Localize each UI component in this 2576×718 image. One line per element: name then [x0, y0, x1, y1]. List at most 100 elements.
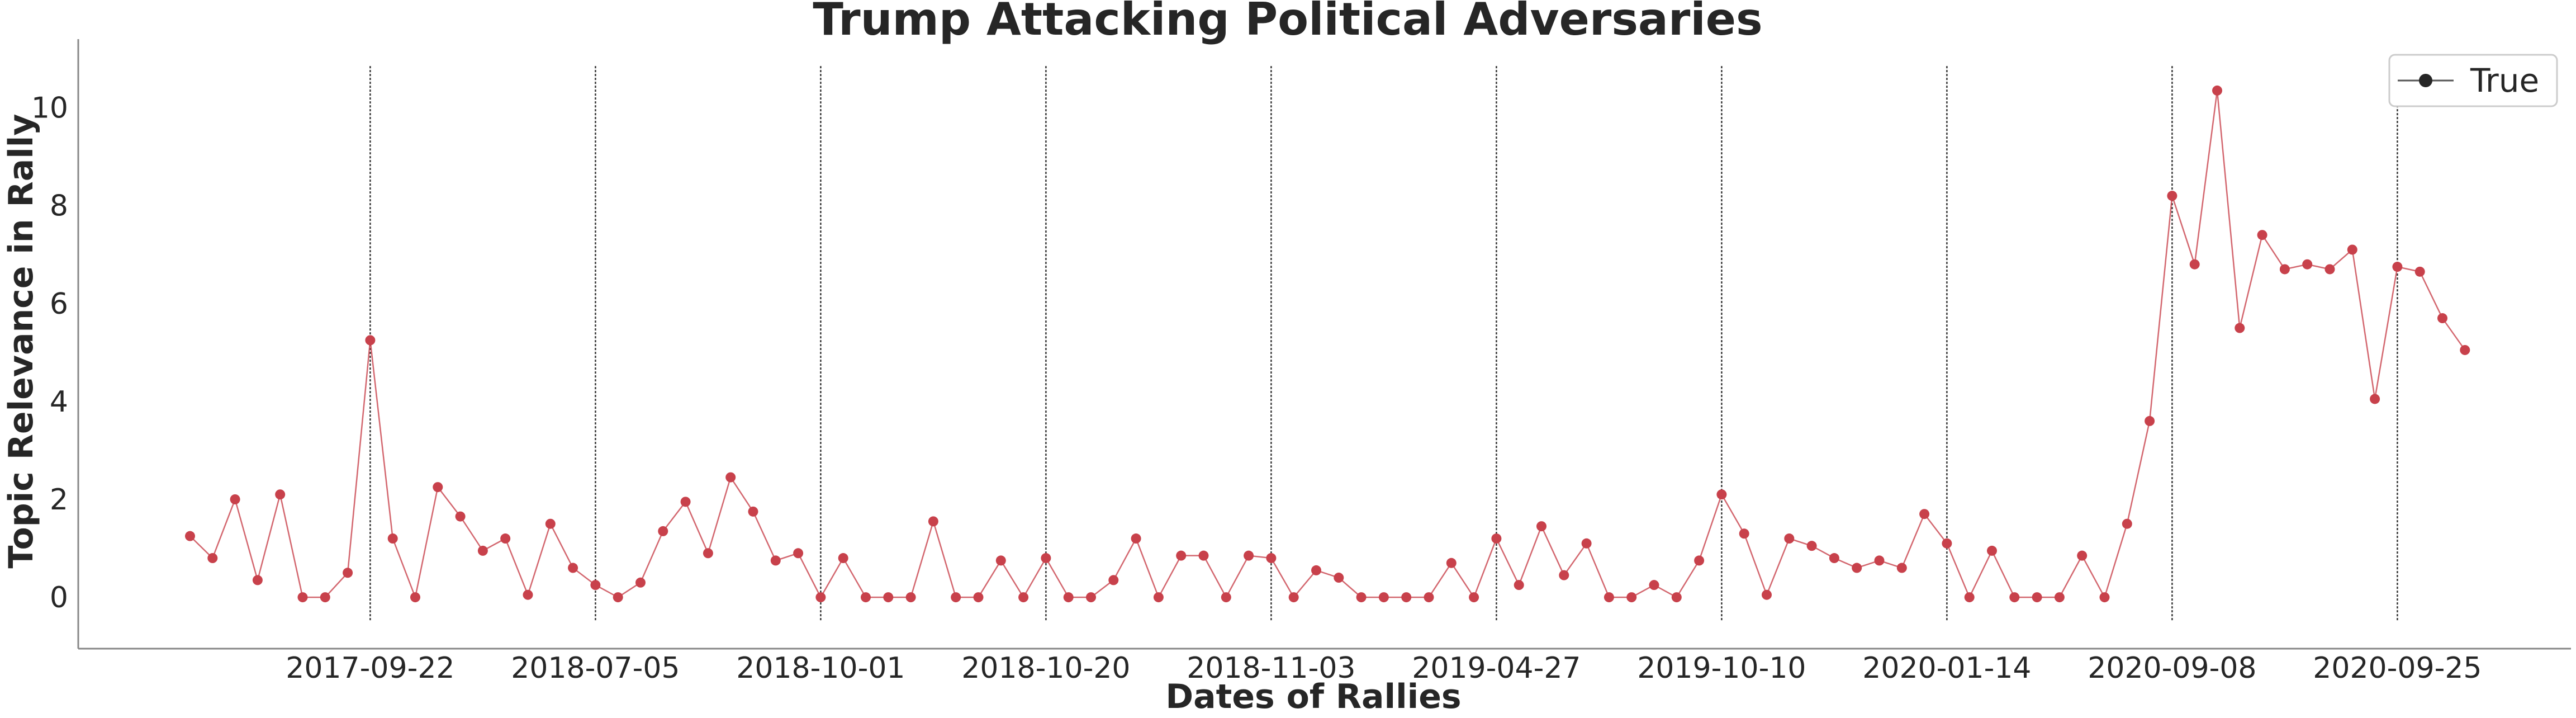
data-point: [748, 506, 758, 517]
data-point: [1018, 592, 1029, 603]
y-tick-label: 6: [50, 287, 68, 321]
data-point: [1401, 592, 1412, 603]
data-point: [455, 511, 466, 522]
data-point: [1852, 563, 1862, 573]
data-point: [1288, 592, 1299, 603]
data-point: [2460, 344, 2470, 355]
data-point: [343, 568, 353, 578]
data-point: [2414, 266, 2425, 277]
data-point: [2437, 313, 2447, 324]
data-point: [1649, 580, 1659, 591]
data-point: [838, 553, 848, 564]
x-tick-label: 2018-11-03: [1187, 651, 1355, 685]
data-point: [793, 548, 804, 559]
x-axis-label: Dates of Rallies: [1165, 677, 1461, 716]
data-point: [725, 472, 736, 483]
data-point: [1762, 589, 1772, 600]
data-point: [2054, 592, 2065, 603]
data-point: [1829, 553, 1839, 564]
data-point: [2370, 394, 2380, 404]
x-tick-label: 2019-10-10: [1637, 651, 1806, 685]
data-point: [275, 489, 286, 500]
data-point: [1626, 592, 1637, 603]
data-point: [1964, 592, 1975, 603]
x-tick-label: 2018-07-05: [511, 651, 680, 685]
x-tick-label: 2020-01-14: [1862, 651, 2031, 685]
chart-title: Trump Attacking Political Adversaries: [813, 0, 1762, 45]
data-point: [410, 592, 420, 603]
data-point: [2347, 244, 2357, 255]
legend-label: True: [2470, 62, 2539, 100]
data-point: [500, 533, 511, 544]
data-point: [2189, 259, 2200, 270]
data-point: [523, 589, 533, 600]
data-point: [973, 592, 984, 603]
data-point: [1806, 541, 1817, 551]
data-point: [1874, 555, 1885, 566]
data-point: [477, 545, 488, 556]
data-point: [995, 555, 1006, 566]
data-point: [951, 592, 961, 603]
data-point: [1536, 521, 1546, 532]
data-point: [185, 531, 195, 541]
data-point: [2392, 262, 2403, 272]
legend-marker: [2419, 74, 2432, 87]
data-point: [1716, 489, 1727, 500]
data-point: [815, 592, 826, 603]
y-tick-label: 2: [50, 483, 68, 517]
data-point: [1581, 538, 1592, 549]
data-point: [2257, 230, 2267, 240]
data-point: [2077, 550, 2088, 561]
data-point: [2324, 264, 2335, 275]
data-point: [1266, 553, 1277, 564]
y-tick-label: 8: [50, 190, 68, 223]
data-point: [1514, 580, 1524, 591]
data-point: [1244, 550, 1254, 561]
data-point: [320, 592, 330, 603]
data-point: [1446, 558, 1457, 568]
data-point: [230, 494, 240, 504]
data-point: [2099, 592, 2110, 603]
data-point: [545, 518, 556, 529]
data-point: [1424, 592, 1434, 603]
data-point: [1221, 592, 1231, 603]
data-point: [1469, 592, 1479, 603]
data-point: [1108, 575, 1119, 585]
data-point: [2212, 85, 2222, 96]
data-point: [1694, 555, 1705, 566]
data-point: [2302, 259, 2313, 270]
data-point: [2167, 191, 2177, 201]
data-point: [252, 575, 263, 585]
data-point: [1131, 533, 1141, 544]
x-tick-label: 2018-10-01: [736, 651, 905, 685]
series-layer: [185, 85, 2470, 603]
data-point: [770, 555, 781, 566]
data-point: [590, 580, 601, 591]
data-point: [1176, 550, 1187, 561]
data-point: [1198, 550, 1209, 561]
data-point: [613, 592, 623, 603]
data-point: [1739, 528, 1749, 539]
data-point: [1671, 592, 1682, 603]
data-point: [2235, 323, 2245, 333]
x-tick-label: 2020-09-25: [2313, 651, 2482, 685]
legend-box: [2388, 54, 2558, 107]
data-point: [703, 548, 713, 559]
data-point: [433, 482, 443, 493]
data-point: [1559, 570, 1569, 580]
data-point: [680, 497, 691, 507]
data-point: [568, 563, 578, 573]
y-tick-labels: 0 2 4 6 8 10: [31, 92, 68, 615]
data-point: [1491, 533, 1502, 544]
data-point: [905, 592, 916, 603]
data-point: [207, 553, 218, 564]
data-point: [2032, 592, 2042, 603]
data-point: [1311, 565, 1321, 575]
y-axis-label: Topic Relevance in Rally: [2, 114, 41, 569]
y-tick-label: 0: [50, 581, 68, 615]
data-point: [2145, 415, 2155, 426]
data-point: [1356, 592, 1367, 603]
data-point: [2122, 518, 2132, 529]
data-point: [1041, 553, 1051, 564]
